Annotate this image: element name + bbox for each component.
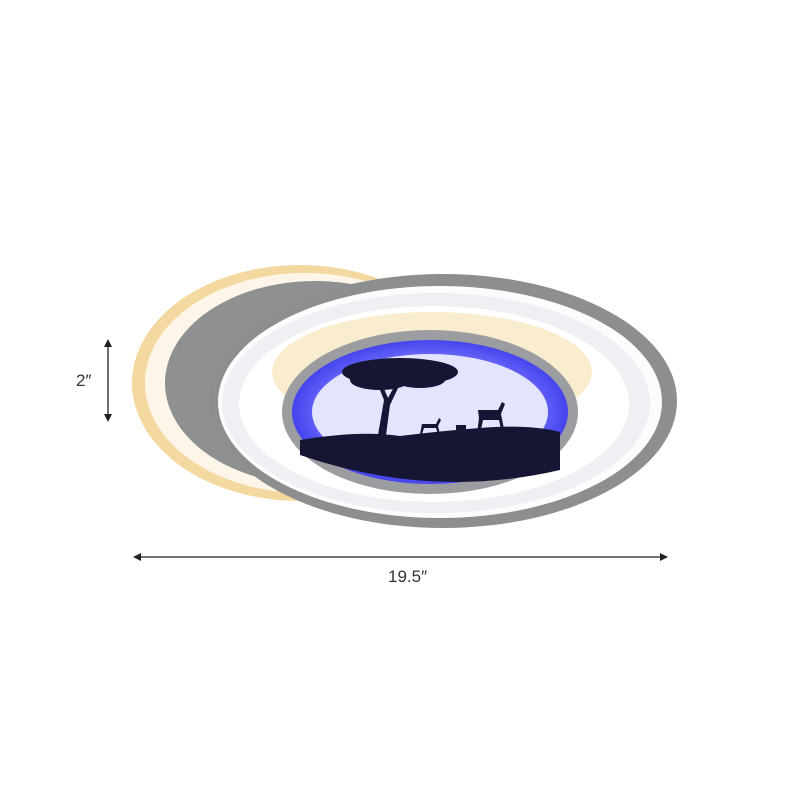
large-deer-silhouette [477,402,505,434]
deer-tree-silhouette [300,358,560,482]
hill-silhouette [300,426,560,482]
fawn-silhouette [456,425,466,430]
tree-canopy-left [350,370,410,390]
width-label: 19.5″ [388,567,428,586]
small-deer-silhouette [420,418,441,434]
vertical-dimension-arrow [104,339,112,422]
tree-trunk-silhouette [378,384,399,435]
horizontal-dimension-arrow [133,553,668,561]
tree-canopy-right [395,372,445,388]
height-label: 2″ [76,371,92,390]
